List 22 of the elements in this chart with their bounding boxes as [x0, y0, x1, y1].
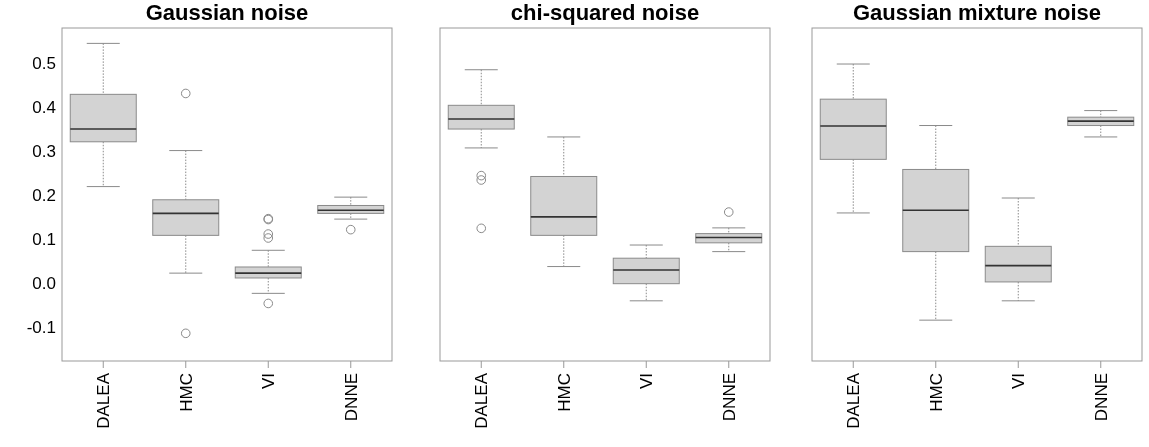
x-tick-label: DNNE [341, 373, 361, 422]
x-tick-label: HMC [554, 373, 574, 412]
chart-title: Gaussian mixture noise [852, 0, 1102, 25]
y-tick-label: 0.5 [32, 54, 56, 74]
x-tick-label: DNNE [719, 373, 739, 422]
x-tick-label: DALEA [472, 372, 492, 429]
x-tick-label: VI [1009, 373, 1029, 390]
x-tick-label: DNNE [1091, 373, 1111, 422]
y-tick-label: 0.4 [32, 98, 56, 118]
x-tick-label: VI [259, 373, 279, 390]
chart-title: Gaussian noise [145, 0, 309, 25]
y-tick-label: 0.1 [32, 229, 56, 249]
y-tick-label: 0.3 [32, 141, 56, 161]
y-tick-label: 0.0 [32, 273, 56, 293]
x-tick-label: DALEA [844, 372, 864, 429]
x-tick-label: DALEA [94, 372, 114, 429]
y-tick-label: 0.2 [32, 185, 56, 205]
x-tick-label: VI [637, 373, 657, 390]
x-tick-label: HMC [176, 373, 196, 412]
x-tick-label: HMC [926, 373, 946, 412]
chart-title: chi-squared noise [510, 0, 700, 25]
y-tick-label: -0.1 [26, 317, 56, 337]
